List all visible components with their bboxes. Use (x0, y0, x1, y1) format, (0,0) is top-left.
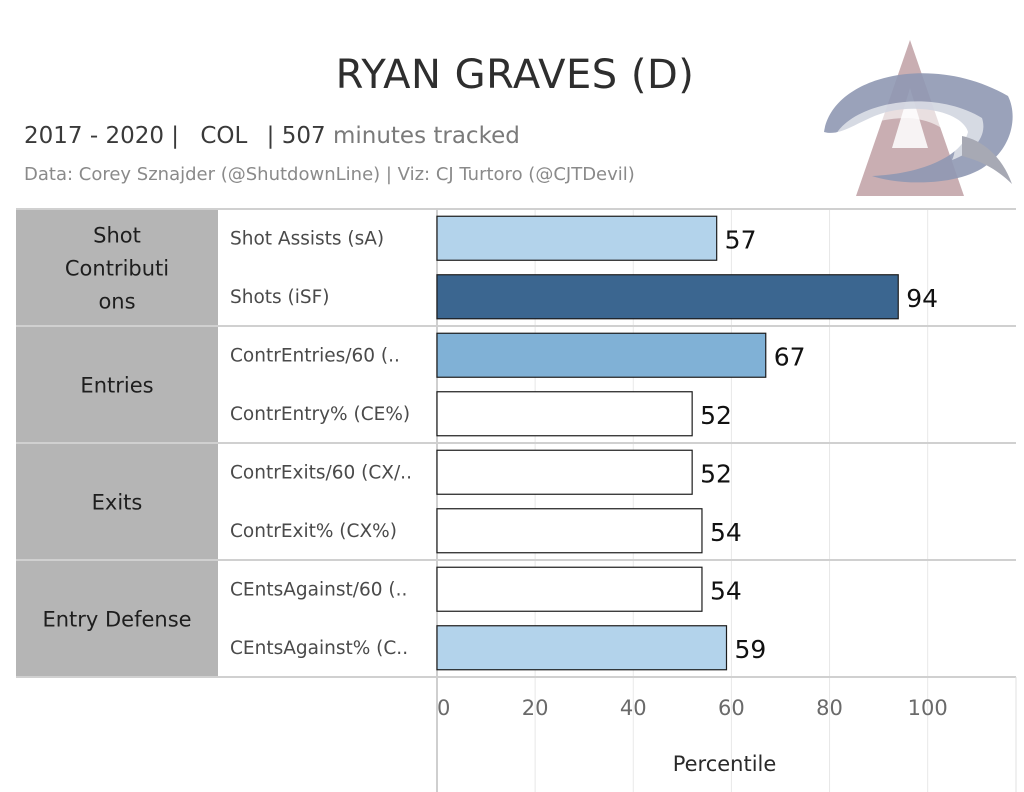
bar-value-label: 52 (700, 459, 732, 488)
group-cell (16, 326, 218, 443)
group-label: Entries (80, 374, 153, 398)
bar-value-label: 59 (735, 635, 767, 664)
group-label: Entry Defense (42, 608, 191, 632)
bar (436, 508, 703, 554)
metric-label: ContrExits/60 (CX/.. (230, 462, 412, 483)
bar-value-label: 57 (725, 225, 757, 254)
minutes-value: | 507 (266, 123, 326, 149)
x-tick-label: 40 (620, 696, 647, 720)
credits-line: Data: Corey Sznajder (@ShutdownLine) | V… (24, 164, 635, 185)
group-cell (16, 209, 218, 326)
metric-label: CEntsAgainst% (C.. (230, 638, 408, 659)
years-label: 2017 - 2020 | (24, 123, 180, 149)
x-tick-label: 20 (522, 696, 549, 720)
metric-label: ContrEntries/60 (.. (230, 345, 400, 366)
group-cell (16, 443, 218, 560)
metric-label: Shots (iSF) (230, 287, 330, 308)
group-label: ons (98, 290, 135, 314)
team-label: COL (200, 123, 248, 149)
x-tick-label: 100 (908, 696, 948, 720)
metric-label: Shot Assists (sA) (230, 228, 384, 249)
x-axis-label: Percentile (673, 752, 777, 776)
bar (436, 625, 728, 671)
subtitle: 2017 - 2020 | COL | 507 minutes tracked (24, 123, 520, 149)
metric-label: ContrEntry% (CE%) (230, 404, 410, 425)
metric-label: ContrExit% (CX%) (230, 521, 397, 542)
x-tick-label: 80 (816, 696, 843, 720)
bar-value-label: 54 (710, 518, 742, 547)
group-label: Exits (92, 491, 143, 515)
x-tick-label: 0 (437, 696, 450, 720)
bar-value-label: 67 (774, 342, 806, 371)
page-title: RYAN GRAVES (D) (335, 52, 695, 98)
metric-label: CEntsAgainst/60 (.. (230, 579, 407, 600)
group-cell (16, 560, 218, 677)
colorado-avalanche-logo (824, 40, 1013, 196)
bar (436, 274, 899, 320)
bar (436, 449, 693, 495)
bar-value-label: 52 (700, 401, 732, 430)
bar (436, 332, 767, 378)
bar-value-label: 54 (710, 576, 742, 605)
minutes-label: minutes tracked (332, 123, 520, 149)
bar (436, 215, 718, 261)
bar-value-label: 94 (906, 284, 938, 313)
group-label: Shot (93, 224, 141, 248)
x-tick-label: 60 (718, 696, 745, 720)
group-label: Contributi (65, 257, 169, 281)
bar (436, 391, 693, 437)
bar (436, 566, 703, 612)
